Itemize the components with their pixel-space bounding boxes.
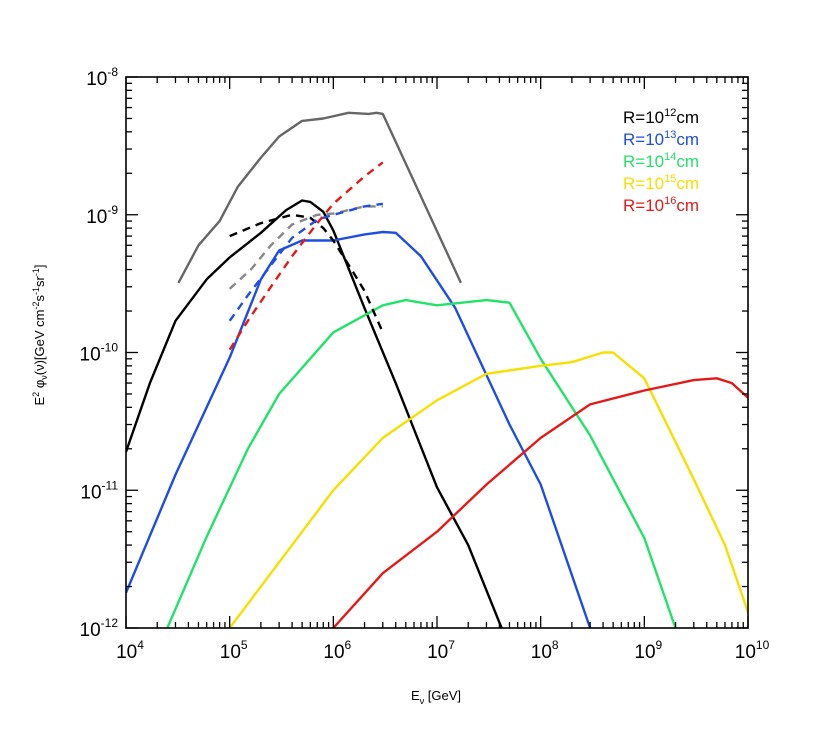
- y-tick-label: 10-10: [80, 341, 119, 366]
- legend-entry: R=1015cm: [623, 173, 699, 193]
- x-axis-label-sub: ν: [420, 696, 425, 706]
- legend-entry: R=1012cm: [623, 107, 699, 127]
- y-label-part: φ: [32, 380, 47, 392]
- x-axis-label-rest: [GeV]: [424, 688, 461, 703]
- y-tick-label: 10-9: [86, 203, 118, 228]
- series-line-6: [177, 111, 462, 284]
- x-tick-label: 105: [220, 638, 248, 663]
- series-line-4: [228, 351, 748, 628]
- series-line-1: [126, 199, 503, 628]
- y-label-sub: ν: [39, 375, 49, 380]
- x-tick-label: 106: [323, 638, 351, 663]
- y-label-sup: 2: [31, 392, 41, 397]
- x-axis-label: Eν [GeV]: [411, 688, 461, 706]
- series-line-9: [228, 202, 383, 322]
- series-line-5: [332, 377, 748, 628]
- x-tick-label: 104: [116, 638, 144, 663]
- x-tick-label: 109: [634, 638, 662, 663]
- y-label-part: s: [32, 295, 47, 302]
- y-label-part: ]: [32, 265, 47, 269]
- y-label-part: (ν)[GeV cm: [32, 310, 47, 376]
- series-line-10: [228, 161, 384, 351]
- y-label-sup: -1: [31, 268, 41, 276]
- x-tick-label: 1010: [735, 638, 770, 663]
- y-tick-label: 10-12: [80, 616, 119, 641]
- legend-entry: R=1013cm: [623, 129, 699, 149]
- x-tick-label: 108: [531, 638, 559, 663]
- x-tick-label: 107: [427, 638, 455, 663]
- y-axis-label: E2 φν(ν)[GeV cm-2s-1sr-1]: [31, 265, 49, 406]
- series-layer: [126, 111, 748, 628]
- y-label-part: E: [32, 396, 47, 405]
- series-line-8: [228, 205, 383, 290]
- legend-entry: R=1016cm: [623, 195, 699, 215]
- series-line-7: [229, 213, 384, 333]
- y-tick-label: 10-8: [86, 65, 118, 90]
- y-label-part: sr: [32, 275, 47, 287]
- y-tick-label: 10-11: [80, 478, 118, 503]
- series-line-3: [166, 298, 677, 628]
- legend-entry: R=1014cm: [623, 151, 699, 171]
- y-label-sup: -1: [31, 287, 41, 295]
- ticks-layer: 104 105 106 107 108 109 1010 10-12 10-11 10-10 10-…: [80, 65, 770, 663]
- x-axis-label-main: E: [411, 688, 420, 703]
- y-label-sup: -2: [31, 302, 41, 310]
